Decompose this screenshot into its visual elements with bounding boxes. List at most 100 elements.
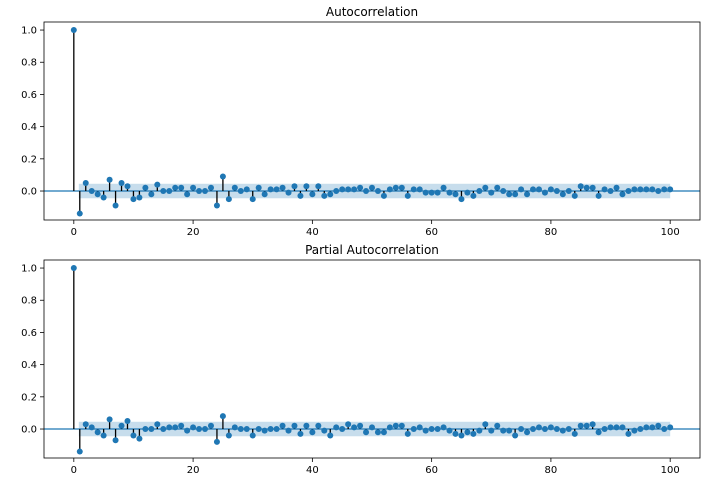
data-point bbox=[363, 429, 370, 436]
data-point bbox=[583, 184, 590, 191]
data-point bbox=[273, 186, 280, 193]
data-point bbox=[392, 422, 399, 429]
data-point bbox=[392, 184, 399, 191]
data-point bbox=[339, 186, 346, 193]
y-tick-label: 0.2 bbox=[21, 392, 37, 403]
data-point bbox=[130, 432, 137, 439]
data-point bbox=[357, 422, 364, 429]
data-point bbox=[255, 184, 262, 191]
x-tick-label: 80 bbox=[545, 465, 558, 476]
chart-title: Autocorrelation bbox=[326, 5, 418, 19]
data-point bbox=[404, 192, 411, 199]
data-point bbox=[404, 430, 411, 437]
data-point bbox=[374, 429, 381, 436]
data-point bbox=[446, 427, 453, 434]
data-point bbox=[70, 27, 77, 34]
data-point bbox=[553, 188, 560, 195]
data-point bbox=[142, 184, 149, 191]
y-tick-label: 0.8 bbox=[21, 296, 37, 307]
data-point bbox=[494, 422, 501, 429]
data-point bbox=[500, 188, 507, 195]
data-point bbox=[655, 422, 662, 429]
data-point bbox=[172, 184, 179, 191]
data-point bbox=[535, 424, 542, 431]
data-point bbox=[279, 184, 286, 191]
x-tick-label: 60 bbox=[425, 465, 438, 476]
chart-1: Partial Autocorrelation 0 20 40 60 80 100 0.0 0.… bbox=[21, 243, 701, 476]
data-point bbox=[297, 430, 304, 437]
data-point bbox=[482, 184, 489, 191]
data-point bbox=[470, 430, 477, 437]
data-point bbox=[631, 186, 638, 193]
x-tick-label: 0 bbox=[71, 465, 77, 476]
data-point bbox=[166, 424, 173, 431]
data-point bbox=[207, 422, 214, 429]
data-point bbox=[369, 184, 375, 191]
data-point bbox=[124, 417, 131, 424]
x-tick-label: 40 bbox=[306, 465, 319, 476]
data-point bbox=[70, 265, 77, 272]
y-tick-label: 0.2 bbox=[21, 154, 37, 165]
data-point bbox=[333, 188, 340, 195]
data-point bbox=[154, 421, 161, 428]
data-point bbox=[434, 189, 441, 196]
data-point bbox=[309, 429, 316, 436]
data-point bbox=[541, 426, 548, 433]
data-point bbox=[369, 424, 375, 431]
data-point bbox=[547, 186, 554, 193]
data-point bbox=[249, 432, 256, 439]
data-point bbox=[225, 432, 232, 439]
x-tick-label: 60 bbox=[425, 227, 438, 238]
data-point bbox=[219, 413, 226, 420]
data-point bbox=[565, 188, 572, 195]
data-point bbox=[297, 192, 304, 199]
data-point bbox=[279, 422, 286, 429]
data-point bbox=[94, 191, 101, 198]
data-point bbox=[261, 191, 268, 198]
data-point bbox=[339, 426, 346, 433]
data-point bbox=[309, 191, 316, 198]
data-point bbox=[607, 188, 614, 195]
data-point bbox=[76, 448, 83, 455]
data-point bbox=[398, 422, 405, 429]
data-point bbox=[118, 422, 125, 429]
data-point bbox=[494, 184, 501, 191]
data-point bbox=[82, 421, 89, 428]
data-point bbox=[482, 421, 489, 428]
axes-frame bbox=[43, 259, 701, 459]
data-point bbox=[577, 422, 584, 429]
data-point bbox=[315, 183, 322, 190]
data-point bbox=[500, 427, 507, 434]
data-point bbox=[267, 426, 274, 433]
data-point bbox=[261, 427, 268, 434]
data-point bbox=[488, 189, 495, 196]
data-point bbox=[357, 184, 364, 191]
data-point bbox=[625, 188, 632, 195]
data-point bbox=[446, 189, 453, 196]
data-point bbox=[553, 426, 560, 433]
data-point bbox=[637, 186, 644, 193]
data-point bbox=[661, 426, 668, 433]
data-point bbox=[76, 210, 83, 217]
data-point bbox=[273, 426, 280, 433]
data-point bbox=[667, 186, 674, 193]
data-point bbox=[518, 426, 525, 433]
data-point bbox=[148, 191, 155, 198]
data-point bbox=[249, 196, 256, 203]
data-point bbox=[559, 191, 566, 198]
data-point bbox=[148, 426, 155, 433]
data-point bbox=[577, 183, 584, 190]
x-tick-label: 100 bbox=[661, 227, 680, 238]
data-point bbox=[583, 422, 590, 429]
y-tick-label: 0.4 bbox=[21, 122, 37, 133]
data-point bbox=[315, 422, 322, 429]
data-point bbox=[202, 426, 209, 433]
y-tick-label: 1.0 bbox=[21, 264, 37, 275]
data-point bbox=[613, 424, 620, 431]
x-tick-label: 20 bbox=[187, 465, 200, 476]
data-point bbox=[100, 432, 107, 439]
chart-0: Autocorrelation 0 20 40 60 80 100 0.0 0.2 0.4 0.6 0… bbox=[21, 5, 701, 238]
data-point bbox=[625, 430, 632, 437]
data-point bbox=[237, 188, 244, 195]
data-point bbox=[476, 427, 483, 434]
